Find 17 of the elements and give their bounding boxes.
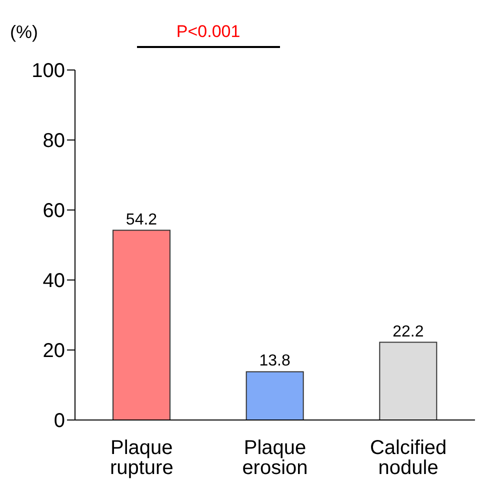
x-tick-label: Calcified nodule <box>370 437 447 480</box>
data-label: 54.2 <box>126 211 158 228</box>
data-label: 13.8 <box>259 352 291 370</box>
bar <box>379 342 438 420</box>
bar <box>112 230 170 420</box>
y-tick-label: 60 <box>42 200 65 222</box>
y-tick-label: 0 <box>54 410 65 432</box>
x-tick-label: Plaque erosion <box>242 437 308 480</box>
y-tick-label: 40 <box>42 270 65 292</box>
y-tick-label: 80 <box>42 130 65 152</box>
bar <box>246 371 304 420</box>
y-tick-label: 100 <box>32 60 65 82</box>
y-axis-title: (%) <box>10 22 38 43</box>
x-tick-label: Plaque rupture <box>110 437 174 480</box>
y-tick-label: 20 <box>42 340 65 362</box>
data-label: 22.2 <box>392 323 424 340</box>
text: P<0.001 <box>175 22 242 42</box>
